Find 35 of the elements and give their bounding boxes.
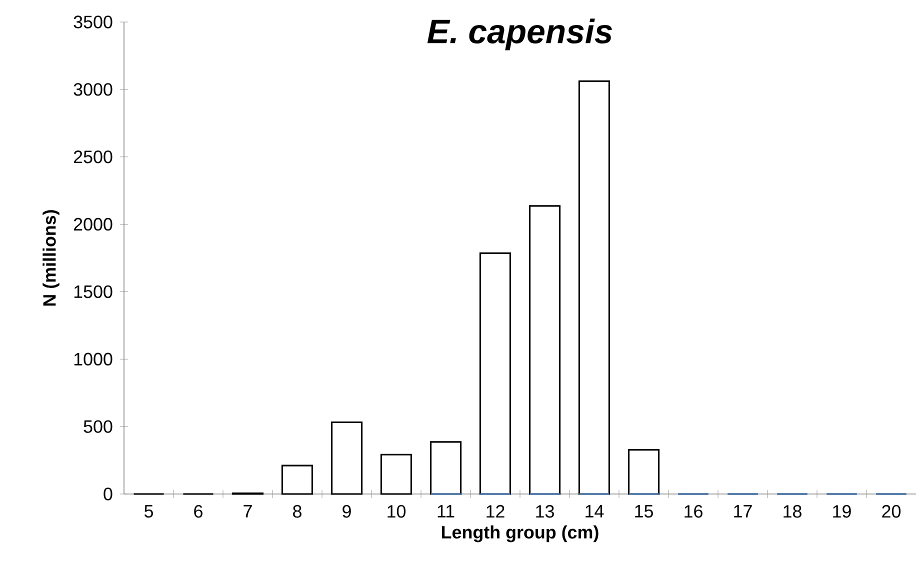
- x-tick-label: 5: [144, 505, 153, 518]
- bar: [528, 205, 561, 495]
- x-tick-label: 7: [244, 505, 252, 518]
- x-tick-label: 17: [734, 505, 752, 518]
- bar: [578, 80, 610, 495]
- chart-title: E. capensis: [427, 18, 612, 50]
- bar: [330, 421, 363, 495]
- bar: [380, 454, 412, 495]
- y-tick-label: 2500: [74, 150, 112, 164]
- x-tick-label: 15: [635, 505, 653, 518]
- y-axis-title: N (millions): [42, 210, 60, 306]
- y-tick-label: 2000: [74, 218, 112, 231]
- y-tick-label: 1500: [74, 285, 112, 298]
- x-tick-label: 8: [293, 505, 302, 518]
- bar: [281, 464, 314, 495]
- y-tick-label: 500: [84, 420, 112, 433]
- bar: [430, 441, 462, 495]
- x-tick-label: 11: [438, 505, 454, 518]
- x-axis-title: Length group (cm): [442, 525, 598, 542]
- x-tick-label: 16: [684, 505, 702, 518]
- x-tick-label: 19: [833, 505, 851, 518]
- x-tick-label: 10: [388, 505, 406, 518]
- x-tick-label: 20: [882, 505, 901, 518]
- x-tick-label: 18: [784, 505, 802, 518]
- y-tick-label: 3500: [74, 16, 112, 28]
- x-tick-label: 6: [194, 505, 202, 518]
- x-tick-label: 13: [536, 505, 554, 518]
- x-tick-label: 14: [586, 505, 604, 518]
- y-tick-label: 1000: [74, 352, 112, 366]
- y-tick-label: 3000: [74, 83, 112, 96]
- bar: [479, 252, 512, 495]
- x-tick-label: 12: [486, 505, 504, 518]
- bar: [628, 448, 660, 495]
- y-tick-label: 0: [104, 488, 112, 500]
- x-tick-label: 9: [342, 505, 351, 518]
